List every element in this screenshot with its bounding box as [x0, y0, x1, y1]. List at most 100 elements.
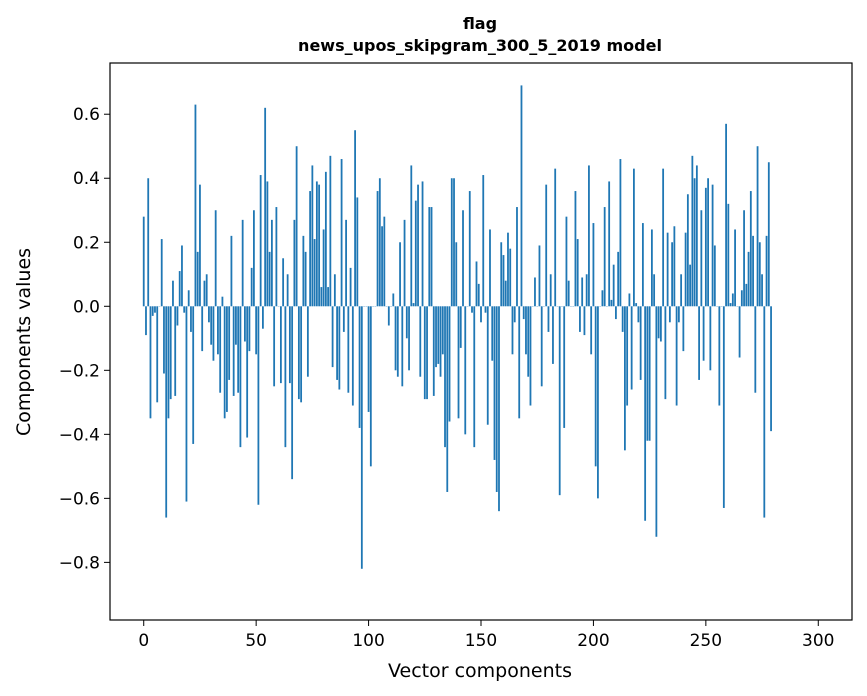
- bar: [250, 267, 253, 307]
- bar: [745, 283, 748, 307]
- bar: [327, 287, 329, 307]
- bar: [659, 306, 662, 342]
- x-axis-label: Vector components: [388, 660, 572, 682]
- bar: [381, 226, 383, 307]
- bar: [518, 306, 521, 419]
- bar: [630, 306, 633, 390]
- bar: [369, 306, 372, 467]
- bar: [765, 235, 768, 307]
- bar: [453, 178, 455, 307]
- bar: [435, 306, 437, 368]
- bar: [315, 181, 318, 307]
- bar: [673, 226, 676, 307]
- x-tick-label: 150: [465, 631, 497, 651]
- bar: [351, 306, 354, 406]
- bar: [300, 306, 303, 403]
- bar: [205, 274, 208, 307]
- bar: [527, 306, 530, 377]
- bar: [275, 207, 278, 307]
- bar: [464, 306, 467, 435]
- bar: [199, 184, 201, 307]
- bar: [181, 245, 183, 307]
- bar: [462, 210, 464, 307]
- bar: [671, 242, 674, 307]
- bar: [421, 181, 424, 307]
- bar: [749, 191, 752, 307]
- bar: [192, 306, 195, 444]
- bar: [507, 232, 509, 307]
- bar: [174, 306, 177, 396]
- bar: [401, 306, 404, 387]
- chart-subtitle: news_upos_skipgram_300_5_2019 model: [298, 36, 662, 55]
- bar: [689, 264, 692, 307]
- bar: [311, 165, 314, 307]
- bar: [581, 277, 584, 307]
- bar: [376, 191, 379, 307]
- bar: [163, 306, 165, 374]
- bar: [585, 274, 588, 307]
- bar: [309, 191, 312, 307]
- bar: [668, 306, 671, 323]
- bar: [190, 306, 192, 332]
- bar: [684, 232, 687, 307]
- bar: [147, 178, 150, 307]
- bar: [592, 223, 595, 307]
- x-tick-label: 50: [245, 631, 267, 651]
- bar: [477, 283, 480, 307]
- bar: [727, 203, 730, 307]
- bar: [583, 306, 586, 336]
- bar: [142, 216, 145, 307]
- bar: [320, 287, 323, 307]
- bar: [221, 296, 224, 307]
- bar: [576, 239, 579, 307]
- bar: [324, 171, 327, 307]
- bar: [677, 306, 680, 323]
- bar: [286, 274, 289, 307]
- bar: [459, 306, 462, 348]
- bar: [203, 280, 206, 307]
- x-tick-label: 100: [352, 631, 384, 651]
- bar: [603, 207, 606, 307]
- bar: [262, 306, 264, 329]
- bar: [702, 306, 705, 361]
- bar: [641, 223, 644, 307]
- bar: [628, 293, 631, 307]
- bar: [653, 274, 656, 307]
- bar: [228, 306, 231, 380]
- bar: [752, 235, 754, 307]
- bar: [655, 306, 658, 537]
- bar: [635, 303, 638, 307]
- bar: [439, 306, 442, 377]
- bar: [680, 274, 683, 307]
- y-tick-label: 0.0: [73, 297, 100, 317]
- bar: [248, 306, 251, 352]
- bar: [666, 232, 669, 307]
- bar: [219, 306, 222, 393]
- plot-frame: [109, 62, 853, 621]
- bar: [151, 306, 154, 316]
- bar: [331, 306, 334, 368]
- bar: [356, 197, 359, 307]
- bar: [235, 306, 237, 345]
- bar: [615, 306, 617, 320]
- bar: [178, 271, 181, 307]
- bar: [342, 306, 345, 332]
- bar: [302, 235, 305, 307]
- bar: [747, 251, 750, 307]
- bar: [704, 187, 707, 307]
- bar: [264, 107, 267, 307]
- bar: [473, 306, 476, 448]
- bar: [664, 306, 667, 400]
- bar: [282, 258, 285, 307]
- bar: [340, 159, 343, 307]
- bar: [232, 306, 235, 396]
- y-axis-label: Components values: [13, 248, 35, 436]
- bar: [246, 306, 249, 438]
- bar: [734, 229, 736, 307]
- y-tick-label: −0.8: [59, 553, 100, 573]
- bar: [333, 274, 336, 307]
- bar: [713, 245, 716, 307]
- bar: [567, 280, 570, 307]
- bar: [695, 165, 698, 307]
- bar: [756, 146, 759, 307]
